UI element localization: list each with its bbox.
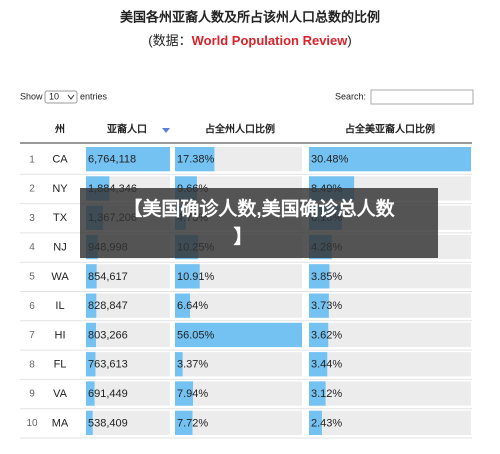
bar xyxy=(175,381,193,406)
state: HI xyxy=(55,329,66,341)
bar-track xyxy=(175,293,302,318)
cell-value: 828,847 xyxy=(88,300,128,312)
bar-track xyxy=(309,352,471,377)
bar-track xyxy=(175,381,302,406)
state: NY xyxy=(52,183,68,195)
rank: 6 xyxy=(29,301,35,312)
bar xyxy=(309,381,326,406)
overlay-text-end: 】 xyxy=(233,225,252,248)
entries-value: 10 xyxy=(49,91,59,101)
bar xyxy=(86,410,93,435)
bar-track xyxy=(309,293,471,318)
sort-icon[interactable] xyxy=(162,128,170,133)
cell-value: 17.38% xyxy=(177,154,215,166)
bar xyxy=(175,322,302,348)
column-header: 占全州人口比例 xyxy=(205,123,275,136)
cell-value: 56.05% xyxy=(177,329,215,341)
bar xyxy=(309,322,329,348)
bar xyxy=(175,293,191,318)
rank: 4 xyxy=(29,242,35,253)
cell-value: 3.62% xyxy=(311,329,342,341)
cell-value: 803,266 xyxy=(88,329,128,341)
overlay-banner xyxy=(80,188,438,258)
search-label: Search: xyxy=(335,91,366,101)
overlay-text: 【美国确诊人数,美国确诊总人数 xyxy=(123,197,395,220)
rank: 2 xyxy=(29,184,35,195)
rank: 3 xyxy=(29,213,35,224)
cell-value: 3.73% xyxy=(311,300,342,312)
rank: 8 xyxy=(29,359,35,370)
bar-track xyxy=(86,322,170,348)
state: IL xyxy=(55,300,64,312)
rank: 5 xyxy=(29,271,35,282)
bar xyxy=(86,147,170,172)
cell-value: 10.91% xyxy=(177,271,215,283)
bar-track xyxy=(86,381,170,406)
entries-select[interactable] xyxy=(44,90,78,104)
cell-value: 2.43% xyxy=(311,417,342,429)
bar-track xyxy=(309,322,471,348)
search-input[interactable] xyxy=(370,89,474,105)
bar xyxy=(309,410,322,435)
select-arrow xyxy=(67,94,75,100)
column-header: 州 xyxy=(54,124,65,136)
state: VA xyxy=(53,388,68,400)
state: FL xyxy=(54,359,67,371)
rank: 10 xyxy=(26,418,38,429)
cell-value: 3.37% xyxy=(177,359,208,371)
bar xyxy=(86,322,96,348)
state: NJ xyxy=(53,241,66,253)
bar xyxy=(175,410,193,435)
bar-track xyxy=(86,410,170,435)
entries-label: entries xyxy=(80,91,108,101)
cell-value: 538,409 xyxy=(88,417,128,429)
title: 美国各州亚裔人数及所占该州人口总数的比例 xyxy=(120,9,380,24)
column-header: 亚裔人口 xyxy=(107,123,147,136)
rank: 1 xyxy=(29,154,35,165)
bar xyxy=(309,352,328,377)
bar xyxy=(175,352,183,377)
bar-track xyxy=(309,381,471,406)
cell-value: 854,617 xyxy=(88,271,128,283)
cell-value: 3.44% xyxy=(311,359,342,371)
rank: 9 xyxy=(29,389,35,400)
cell-value: 6.64% xyxy=(177,300,208,312)
bar xyxy=(175,264,200,289)
rank: 7 xyxy=(29,330,35,341)
bar xyxy=(86,293,97,318)
cell-value: 6,764,118 xyxy=(88,154,136,166)
show-label: Show xyxy=(20,91,43,101)
cell-value: 7.94% xyxy=(177,388,208,400)
bar xyxy=(175,147,215,172)
cell-value: 30.48% xyxy=(311,154,349,166)
cell-value: 3.12% xyxy=(311,388,342,400)
cell-value: 3.85% xyxy=(311,271,342,283)
column-header: 占全美亚裔人口比例 xyxy=(345,123,435,136)
bar xyxy=(309,147,471,172)
state: WA xyxy=(51,271,69,283)
subtitle: (数据：World Population Review) xyxy=(148,33,351,48)
subtitle-prefix: (数据： xyxy=(148,33,191,48)
bar-track xyxy=(86,293,170,318)
cell-value: 691,449 xyxy=(88,388,128,400)
state: MA xyxy=(52,417,69,429)
bar-track xyxy=(309,264,471,289)
source: World Population Review xyxy=(192,33,349,48)
bar-track xyxy=(86,264,170,289)
bar xyxy=(86,352,96,377)
bar xyxy=(309,293,329,318)
bar-track xyxy=(175,410,302,435)
subtitle-suffix: ) xyxy=(347,33,351,48)
bar xyxy=(86,264,97,289)
state: CA xyxy=(52,154,68,166)
cell-value: 763,613 xyxy=(88,359,128,371)
bar xyxy=(309,264,330,289)
cell-value: 7.72% xyxy=(177,417,208,429)
bar-track xyxy=(86,352,170,377)
bar xyxy=(86,381,95,406)
bar-track xyxy=(309,410,471,435)
bar-track xyxy=(175,352,302,377)
state: TX xyxy=(53,212,68,224)
